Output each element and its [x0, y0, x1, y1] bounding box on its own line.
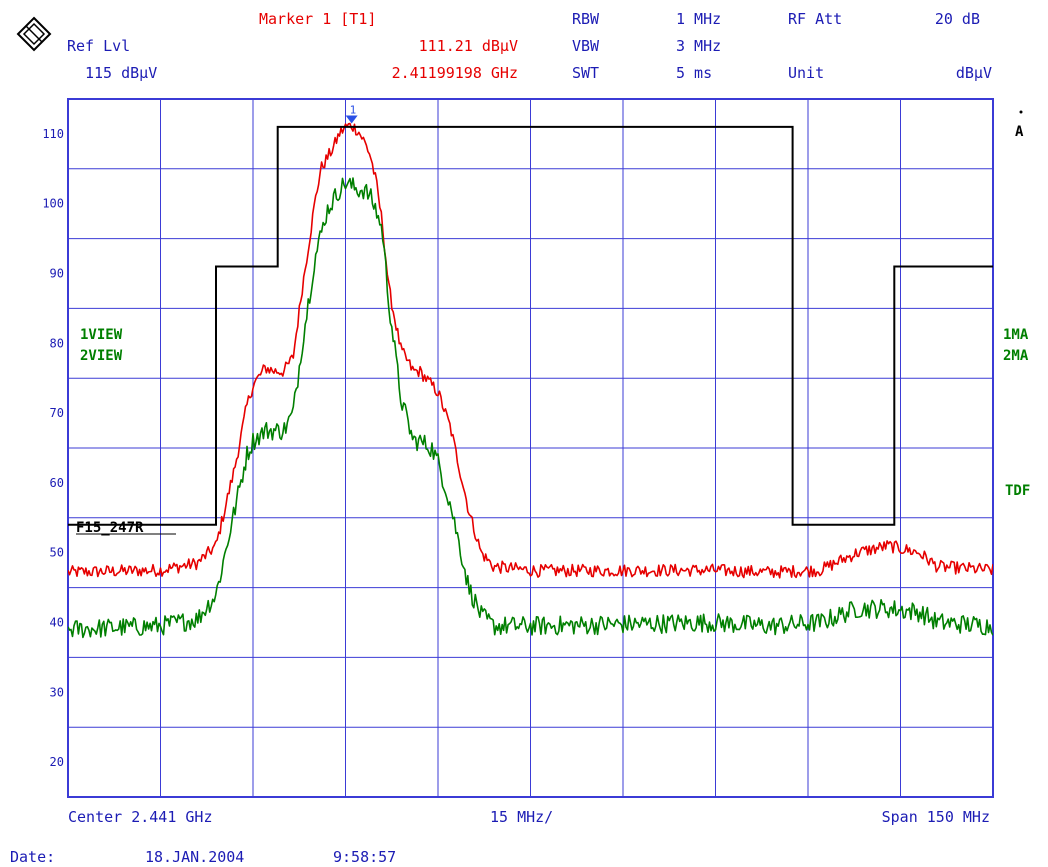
trace-2-mode: 2MA	[1003, 348, 1029, 364]
time-value: 9:58:57	[333, 848, 396, 866]
rf-att-label: RF Att	[788, 10, 842, 28]
y-tick-label: 50	[50, 546, 64, 560]
trace-1-label: 1VIEW	[80, 327, 123, 343]
date-label: Date:	[10, 848, 55, 866]
marker-level: 111.21 dBµV	[419, 37, 518, 55]
rohde-schwarz-logo	[16, 16, 52, 52]
trace-1-line	[68, 122, 993, 579]
ref-level-label: Ref Lvl	[67, 37, 130, 55]
trace-2-line	[68, 177, 993, 639]
y-tick-label: 30	[50, 685, 64, 699]
grid-lines	[68, 99, 993, 797]
rbw-value: 1 MHz	[676, 10, 721, 28]
date-value: 18.JAN.2004	[145, 848, 244, 866]
limit-line-name: F15_247R	[76, 520, 144, 536]
marker-number: 1	[350, 103, 357, 116]
rf-att-value: 20 dB	[935, 10, 980, 28]
y-tick-label: 110	[42, 127, 64, 141]
trace-a-dot	[1019, 110, 1023, 114]
y-tick-label: 20	[50, 755, 64, 769]
y-tick-label: 90	[50, 267, 64, 281]
marker-group: 1	[345, 103, 358, 124]
trace-1-mode: 1MA	[1003, 327, 1029, 343]
swt-value: 5 ms	[676, 64, 712, 82]
trace-2-label: 2VIEW	[80, 348, 123, 364]
y-tick-label: 100	[42, 197, 64, 211]
unit-value: dBµV	[956, 64, 992, 82]
y-tick-label: 80	[50, 336, 64, 350]
marker-triangle	[345, 115, 358, 124]
ref-level-value: 115 dBµV	[85, 64, 157, 82]
division-scale: 15 MHz/	[490, 808, 553, 826]
span-frequency: Span 150 MHz	[882, 808, 990, 826]
limit-line	[68, 125, 993, 526]
vbw-label: VBW	[572, 37, 600, 55]
marker-frequency: 2.41199198 GHz	[392, 64, 518, 82]
rbw-label: RBW	[572, 10, 600, 28]
y-tick-labels: 110 100 90 80 70 60 50 40 30 20	[42, 127, 64, 769]
y-tick-label: 60	[50, 476, 64, 490]
traces	[68, 122, 993, 639]
tdf-label: TDF	[1005, 483, 1030, 499]
plot-area: 110 100 90 80 70 60 50 40 30 20 1	[42, 98, 994, 798]
swt-label: SWT	[572, 64, 599, 82]
vbw-value: 3 MHz	[676, 37, 721, 55]
y-tick-label: 40	[50, 616, 64, 630]
unit-label: Unit	[788, 64, 824, 82]
y-tick-label: 70	[50, 406, 64, 420]
trace-a-label: A	[1015, 124, 1024, 140]
center-frequency: Center 2.441 GHz	[68, 808, 213, 826]
marker-title: Marker 1 [T1]	[259, 10, 376, 28]
